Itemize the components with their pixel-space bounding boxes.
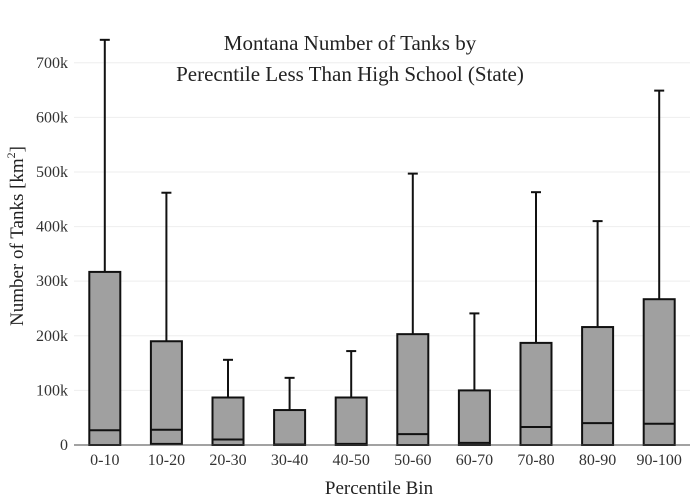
x-tick-label: 50-60	[394, 452, 431, 469]
y-axis-label-close: ]	[7, 146, 28, 152]
y-tick-label: 100k	[36, 382, 68, 399]
x-tick-label: 80-90	[579, 452, 616, 469]
grid-lines	[74, 62, 690, 391]
box-90-100	[642, 89, 676, 446]
box-iqr	[457, 389, 491, 447]
box-iqr	[149, 340, 183, 445]
box-80-90	[581, 220, 615, 447]
box-40-50	[334, 350, 368, 446]
box-10-20	[149, 191, 183, 445]
y-tick-label: 700k	[36, 55, 68, 72]
x-axis-label: Percentile Bin	[325, 478, 434, 499]
box-0-10	[88, 38, 122, 446]
box-iqr	[334, 396, 368, 446]
box-60-70	[457, 312, 491, 447]
box-iqr	[88, 270, 122, 446]
y-axis-label: Number of Tanks [km2]	[4, 146, 28, 326]
box-70-80	[519, 191, 553, 446]
x-tick-label: 0-10	[90, 452, 119, 469]
y-tick-label: 400k	[36, 219, 68, 236]
x-tick-label: 60-70	[456, 452, 493, 469]
box-20-30	[211, 358, 245, 446]
y-tick-label: 0	[60, 437, 68, 454]
box-iqr	[273, 409, 307, 447]
y-tick-label: 600k	[36, 109, 68, 126]
chart-title-line-2: Perecntile Less Than High School (State)	[176, 62, 524, 86]
box-iqr	[211, 396, 245, 446]
y-tick-label: 500k	[36, 164, 68, 181]
x-tick-label: 70-80	[517, 452, 554, 469]
box-iqr	[519, 341, 553, 446]
x-tick-label: 30-40	[271, 452, 308, 469]
y-tick-label: 300k	[36, 273, 68, 290]
x-tick-label: 20-30	[209, 452, 246, 469]
box-50-60	[396, 172, 430, 446]
y-axis-label-superscript: 2	[4, 152, 18, 158]
box-iqr	[396, 333, 430, 446]
boxes	[88, 38, 676, 447]
y-tick-labels: 0 100k 200k 300k 400k 500k 600k 700k	[36, 55, 68, 454]
y-axis-label-main: Number of Tanks [km	[7, 158, 28, 326]
x-tick-label: 10-20	[148, 452, 185, 469]
x-tick-label: 90-100	[637, 452, 682, 469]
box-iqr	[642, 298, 676, 446]
x-tick-label: 40-50	[333, 452, 370, 469]
chart-title-line-1: Montana Number of Tanks by	[224, 31, 477, 55]
x-tick-labels: 0-10 10-20 20-30 30-40 40-50 50-60 60-70 70-80 8…	[90, 452, 682, 469]
box-30-40	[273, 376, 307, 447]
box-iqr	[581, 326, 615, 447]
y-tick-label: 200k	[36, 328, 68, 345]
